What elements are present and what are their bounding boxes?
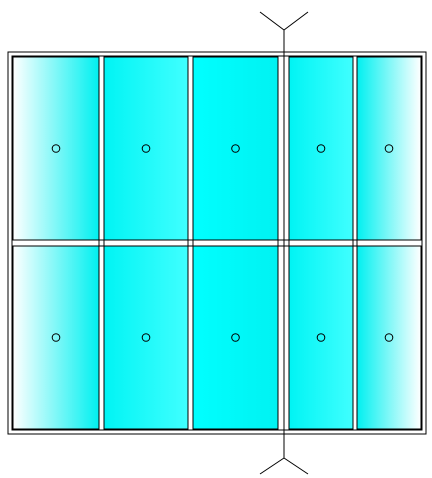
circle-handle-icon — [141, 333, 151, 342]
circle-handle-icon — [384, 144, 394, 153]
inner-frame — [11, 55, 423, 431]
circle-handle-icon — [51, 144, 61, 153]
circle-handle-icon — [231, 144, 240, 153]
glass-panels — [12, 56, 422, 430]
circle-handle-icon — [231, 333, 240, 342]
glass-panel — [288, 245, 354, 430]
glass-panel — [103, 245, 189, 430]
glass-panel — [12, 245, 100, 430]
glass-panel — [12, 56, 100, 241]
section-arrow-icon — [259, 11, 309, 31]
circle-handle-icon — [316, 144, 326, 153]
circle-handle-icon — [316, 333, 326, 342]
glass-panel — [103, 56, 189, 241]
circle-handle-icon — [141, 144, 151, 153]
glass-panel — [288, 56, 354, 241]
glass-panel — [192, 56, 279, 241]
mullions — [12, 56, 422, 430]
glass-panel — [356, 56, 422, 241]
section-arrow-icon — [259, 457, 309, 475]
circle-handle-icon — [384, 333, 394, 342]
glass-panel — [356, 245, 422, 430]
glass-panel — [192, 245, 279, 430]
section-cut-line — [259, 11, 309, 475]
circle-handle-icon — [51, 333, 61, 342]
